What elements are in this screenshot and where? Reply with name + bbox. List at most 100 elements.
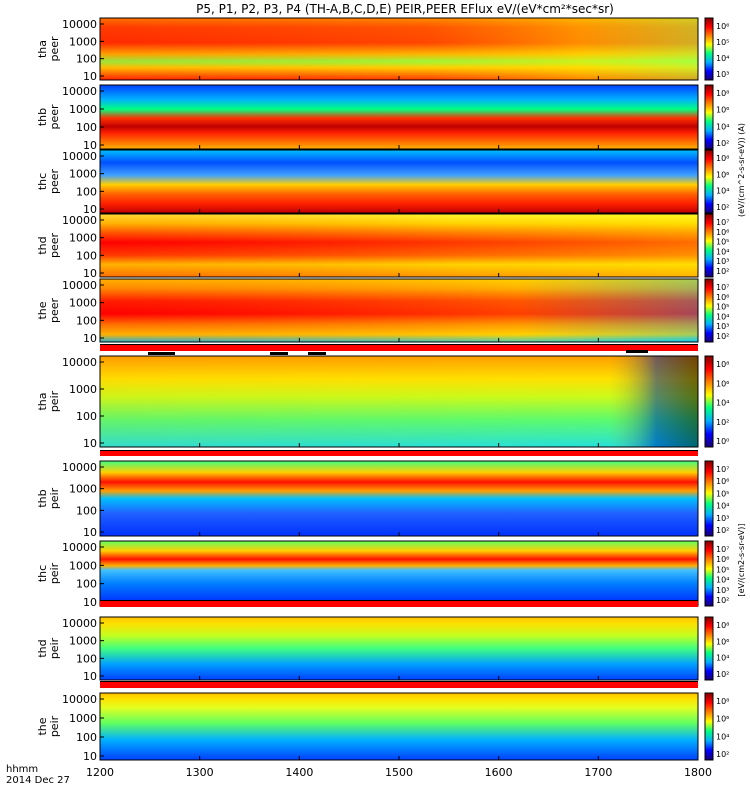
colorbar-tick-label: 10⁴: [716, 654, 729, 663]
status-bar-edge: [100, 344, 698, 345]
colorbar-tick-label: 10³: [716, 322, 729, 331]
colorbar-tick-label: 10⁰: [716, 437, 729, 446]
colorbar-tick-label: 10⁶: [716, 22, 729, 31]
status-marker: [308, 352, 326, 355]
y-axis-label: the: [36, 717, 49, 735]
y-tick-label: 10: [83, 750, 97, 763]
x-tick-label: 1500: [385, 766, 413, 779]
colorbar-tick-label: 10³: [716, 257, 729, 266]
colorbar-title: [eV/(cm2-s-sr-eV)]: [737, 523, 746, 596]
y-tick-label: 10: [83, 332, 97, 345]
y-tick-label: 10000: [62, 693, 97, 706]
y-tick-label: 100: [76, 731, 97, 744]
y-tick-label: 1000: [69, 712, 97, 725]
colorbar-tick-label: 10⁴: [716, 502, 729, 511]
colorbar-tick-label: 10⁷: [716, 465, 729, 474]
y-axis-label: thc: [36, 565, 49, 582]
y-tick-label: 100: [76, 249, 97, 262]
colorbar-tick-label: 10⁵: [716, 489, 729, 498]
y-axis-label: thb: [36, 489, 49, 507]
y-tick-label: 1000: [69, 635, 97, 648]
colorbar: [704, 17, 714, 81]
colorbar-tick-label: 10²: [716, 203, 729, 212]
y-tick-label: 10: [83, 526, 97, 539]
spectrogram-fill: [100, 461, 698, 536]
y-axis-label: peir: [48, 637, 61, 659]
colorbar-tick-label: 10⁴: [716, 399, 729, 408]
y-tick-label: 10: [83, 437, 97, 450]
spectrogram-tint: [100, 279, 698, 342]
y-axis-label: peir: [48, 390, 61, 412]
colorbar-tick-label: 10²: [716, 139, 729, 148]
y-tick-label: 10000: [62, 617, 97, 630]
colorbar-tick-label: 10⁷: [716, 545, 729, 554]
y-tick-label: 10000: [62, 541, 97, 554]
x-tick-label: 1800: [684, 766, 712, 779]
y-tick-label: 10000: [62, 461, 97, 474]
y-tick-label: 1000: [69, 383, 97, 396]
spectrogram-fill: [100, 693, 698, 760]
colorbar-tick-label: 10³: [716, 514, 729, 523]
y-tick-label: 10000: [62, 150, 97, 163]
time-format-label: hhmm: [6, 764, 39, 775]
status-bar: [100, 345, 698, 351]
colorbar-tick-label: 10⁸: [716, 89, 729, 98]
spectrogram-tint: [100, 18, 698, 80]
status-bar-edge: [100, 450, 698, 451]
spectrogram-fill: [100, 617, 698, 680]
y-tick-label: 10000: [62, 214, 97, 227]
colorbar-tick-label: 10⁴: [716, 732, 729, 741]
y-tick-label: 1000: [69, 35, 97, 48]
colorbar-tick-label: 10⁴: [716, 312, 729, 321]
colorbar-tick-label: 10⁴: [716, 122, 729, 131]
colorbar-tick-label: 10⁴: [716, 247, 729, 256]
colorbar-tick-label: 10⁵: [716, 303, 729, 312]
colorbar-tick-label: 10³: [716, 586, 729, 595]
colorbar-tick-label: 10⁶: [716, 555, 729, 564]
colorbar: [704, 213, 714, 278]
y-tick-label: 100: [76, 578, 97, 591]
colorbar: [704, 149, 714, 214]
colorbar-tick-label: 10⁸: [716, 154, 729, 163]
y-tick-label: 10: [83, 139, 97, 152]
status-marker: [270, 352, 288, 355]
colorbar-tick-label: 10²: [716, 332, 729, 341]
colorbar-title: (eV/(cm^2-s-sr-eV)) (A): [737, 123, 746, 217]
x-tick-label: 1400: [285, 766, 313, 779]
y-axis-label: thd: [36, 639, 49, 657]
y-tick-label: 10: [83, 203, 97, 216]
colorbar-tick-label: 10⁶: [716, 228, 729, 237]
date-label: 2014 Dec 27: [6, 775, 70, 786]
status-bar: [100, 682, 698, 688]
panel-thb-peir: 10 100 1000 10000 thb peir 10⁷ 10⁶ 10⁵ 10⁴ 10³ 10²: [36, 460, 729, 539]
y-axis-label: peir: [48, 715, 61, 737]
x-tick-label: 1300: [186, 766, 214, 779]
y-axis-label: thd: [36, 236, 49, 254]
colorbar-tick-label: 10⁷: [716, 283, 729, 292]
y-tick-label: 10000: [62, 18, 97, 31]
colorbar: [704, 540, 714, 607]
y-tick-label: 10000: [62, 356, 97, 369]
spectrogram-tint: [100, 214, 698, 277]
colorbar-tick-label: 10⁴: [716, 576, 729, 585]
panel-thd-peir: 10 100 1000 10000 thd peir 10⁸ 10⁶ 10⁴ 10²: [36, 616, 729, 683]
colorbar-tick-label: 10⁴: [716, 187, 729, 196]
spectrogram-fill: [100, 541, 698, 606]
colorbar-tick-label: 10⁵: [716, 565, 729, 574]
colorbar-tick-label: 10⁸: [716, 621, 729, 630]
status-bar: [100, 451, 698, 456]
colorbar-tick-label: 10²: [716, 526, 729, 535]
y-axis-label: thb: [36, 108, 49, 126]
colorbar-tick-label: 10⁷: [716, 218, 729, 227]
colorbar-tick-label: 10⁶: [716, 637, 729, 646]
y-tick-label: 1000: [69, 168, 97, 181]
y-tick-label: 100: [76, 652, 97, 665]
status-bar-edge: [100, 600, 698, 601]
y-tick-label: 100: [76, 314, 97, 327]
spectrogram-tint: [100, 356, 698, 447]
spectrogram-fill: [100, 85, 698, 149]
